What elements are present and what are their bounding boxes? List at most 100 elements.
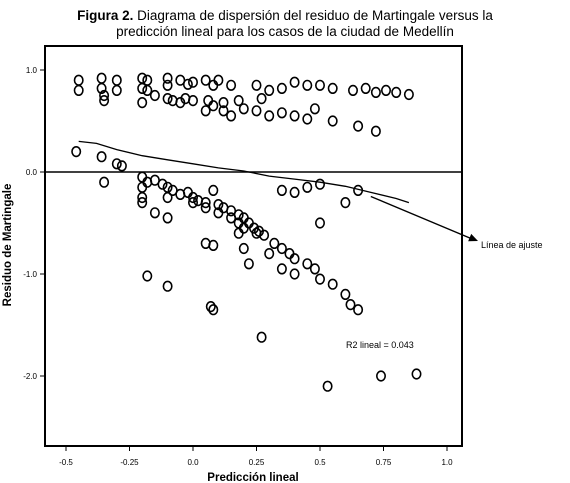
- scatter-point: [238, 222, 249, 234]
- scatter-point: [182, 78, 193, 90]
- scatter-point: [345, 299, 356, 311]
- scatter-point: [137, 96, 148, 109]
- scatter-point: [302, 79, 313, 91]
- scatter-point: [162, 72, 173, 84]
- scatter-point: [375, 370, 386, 382]
- scatter-point: [233, 94, 244, 107]
- scatter-point: [218, 105, 229, 117]
- scatter-point: [149, 89, 160, 102]
- scatter-point: [200, 197, 211, 209]
- x-tick-label: 0.0: [187, 458, 199, 467]
- scatter-point: [162, 181, 173, 193]
- scatter-point: [157, 178, 168, 190]
- scatter-point: [302, 258, 313, 270]
- scatter-point: [142, 84, 153, 96]
- scatter-point: [370, 125, 381, 137]
- scatter-point: [314, 273, 325, 285]
- scatter-point: [289, 186, 300, 198]
- scatter-point: [213, 207, 224, 219]
- figure-title-line1: Diagrama de dispersión del residuo de Ma…: [137, 8, 493, 23]
- figure-label: Figura 2.: [77, 8, 134, 23]
- scatter-point: [327, 82, 338, 94]
- scatter-point: [353, 304, 364, 316]
- scatter-point: [208, 239, 219, 251]
- scatter-point: [111, 84, 122, 96]
- figure-title-line2: predicción lineal para los casos de la c…: [116, 24, 454, 39]
- scatter-point: [411, 368, 422, 380]
- scatter-point: [188, 197, 199, 209]
- scatter-point: [213, 199, 224, 211]
- scatter-point: [226, 110, 237, 122]
- scatter-point: [256, 92, 267, 105]
- scatter-point: [71, 146, 82, 158]
- scatter-point: [238, 212, 249, 224]
- scatter-point: [314, 178, 325, 190]
- scatter-point: [188, 191, 199, 204]
- scatter-point: [188, 76, 199, 88]
- scatter-point: [137, 171, 148, 183]
- scatter-point: [73, 74, 84, 86]
- y-axis-label: Residuo de Martingale: [2, 184, 14, 307]
- scatter-point: [284, 248, 295, 260]
- scatter-point: [322, 380, 333, 392]
- scatter-point: [233, 227, 244, 239]
- scatter-point: [251, 79, 262, 91]
- scatter-point: [226, 212, 237, 224]
- scatter-points: [71, 72, 422, 392]
- y-tick-label: 1.0: [26, 66, 38, 75]
- r2-annotation: R2 lineal = 0.043: [346, 340, 414, 350]
- scatter-point: [96, 72, 107, 84]
- scatter-point: [99, 89, 110, 102]
- scatter-point: [111, 74, 122, 86]
- scatter-point: [327, 278, 338, 290]
- scatter-point: [208, 184, 219, 196]
- scatter-point: [370, 86, 381, 98]
- scatter-point: [309, 263, 320, 275]
- scatter-point: [208, 100, 219, 112]
- scatter-point: [203, 94, 214, 107]
- scatter-point: [162, 280, 173, 292]
- scatter-point: [276, 82, 287, 94]
- x-tick-label: -0.25: [120, 458, 139, 467]
- scatter-point: [264, 110, 275, 122]
- scatter-point: [162, 79, 173, 91]
- scatter-point: [200, 202, 211, 214]
- scatter-point: [200, 74, 211, 86]
- scatter-point: [226, 79, 237, 91]
- fit-line-annotation: Línea de ajuste: [481, 240, 543, 250]
- scatter-point: [289, 253, 300, 265]
- scatter-point: [175, 96, 186, 109]
- x-axis-ticks: -0.5 -0.25 0.0 0.25 0.5 0.75 1.0: [59, 446, 453, 467]
- scatter-point: [251, 227, 262, 239]
- scatter-point: [302, 181, 313, 193]
- scatter-point: [137, 82, 148, 94]
- scatter-point: [137, 181, 148, 193]
- scatter-point: [289, 76, 300, 88]
- scatter-point: [314, 79, 325, 91]
- scatter-point: [276, 107, 287, 119]
- scatter-point: [208, 304, 219, 316]
- scatter-point: [309, 103, 320, 115]
- fit-line-arrow: [370, 195, 472, 240]
- x-tick-label: 0.75: [376, 458, 392, 467]
- scatter-point: [137, 191, 148, 204]
- scatter-point: [149, 207, 160, 219]
- scatter-point: [353, 184, 364, 196]
- scatter-point: [264, 248, 275, 260]
- scatter-point: [218, 96, 229, 109]
- scatter-point: [162, 92, 173, 105]
- scatter-point: [200, 105, 211, 117]
- scatter-point: [380, 84, 391, 96]
- scatter-point: [116, 160, 127, 172]
- scatter-point: [289, 110, 300, 122]
- scatter-point: [314, 217, 325, 229]
- scatter-point: [403, 88, 414, 101]
- scatter-point: [205, 301, 216, 313]
- plot-frame: [44, 45, 463, 447]
- scatter-point: [360, 82, 371, 94]
- scatter-point: [73, 84, 84, 96]
- scatter-point: [188, 94, 199, 107]
- x-axis-label: Predicción lineal: [207, 472, 298, 483]
- scatter-point: [276, 242, 287, 255]
- scatter-point: [347, 84, 358, 96]
